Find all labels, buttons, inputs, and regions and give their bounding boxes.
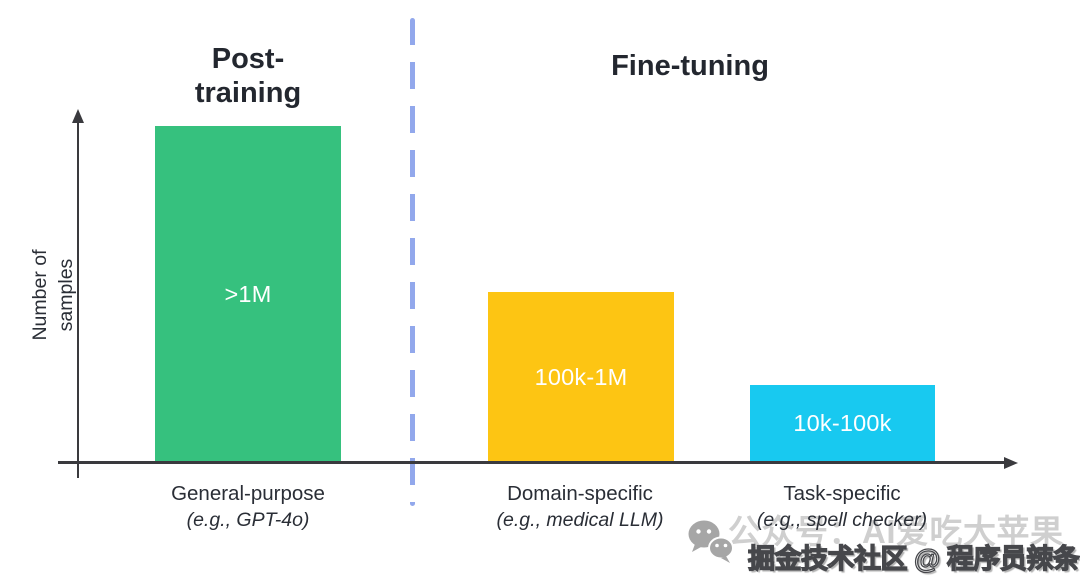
category-example: (e.g., GPT-4o) [186,509,310,531]
category-name: General-purpose [171,482,325,505]
section-title-post-training: Post- training [194,43,302,109]
watermark-faint-text: 公众号：AI爱吃大苹果 [728,513,1064,550]
category-name: Task-specific [783,482,901,505]
bar-general-purpose: >1M [155,126,341,462]
category-general-purpose: General-purpose (e.g., GPT-4o) [98,480,398,534]
bar-value-label: >1M [224,280,272,307]
bar-task-specific: 10k-100k [750,385,935,462]
bar-value-label: 10k-100k [793,410,892,436]
bar-value-label: 100k-1M [534,363,628,390]
wechat-icon [688,520,734,563]
y-axis-line [76,121,79,478]
y-axis-label: Number of samples [29,249,77,341]
category-example: (e.g., medical LLM) [496,509,664,531]
x-axis-line [58,461,1008,464]
watermark-main-text: 掘金技术社区 @ 程序员辣条 [747,543,1080,574]
y-axis-arrow-icon [71,109,84,123]
x-axis-arrow-icon [1004,456,1018,469]
section-title-fine-tuning: Fine-tuning [611,50,769,82]
category-name: Domain-specific [507,482,653,505]
section-divider-dashed-line [410,18,415,506]
bar-domain-specific: 100k-1M [488,292,674,462]
category-domain-specific: Domain-specific (e.g., medical LLM) [430,480,730,534]
